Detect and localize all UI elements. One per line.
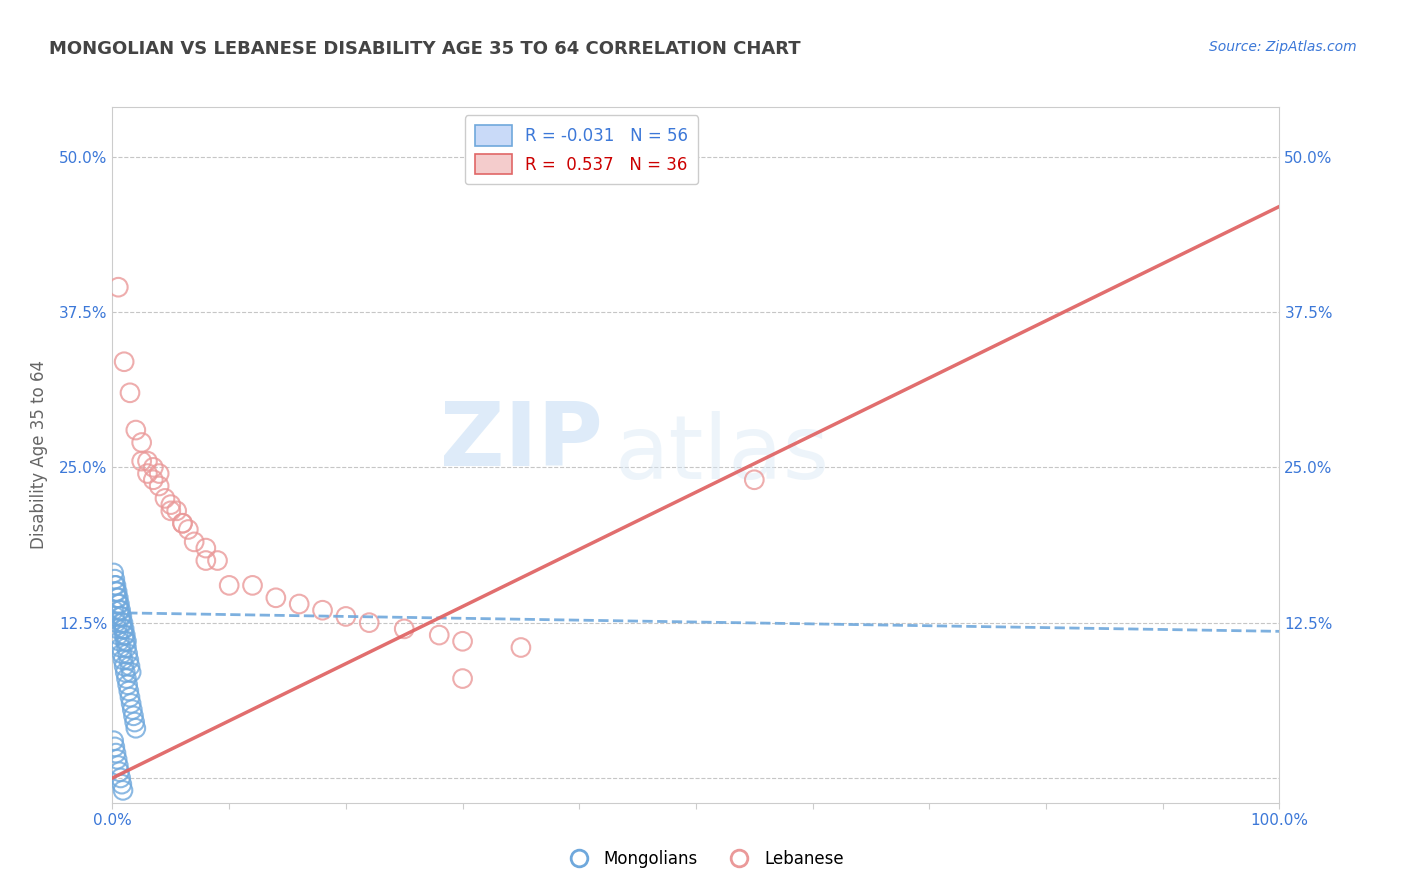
Point <box>288 597 311 611</box>
Point <box>122 708 145 723</box>
Point <box>160 504 183 518</box>
Point <box>111 615 134 630</box>
Point <box>115 640 138 655</box>
Point <box>242 578 264 592</box>
Point <box>114 634 136 648</box>
Point <box>120 697 142 711</box>
Point <box>118 385 141 400</box>
Point <box>111 783 134 797</box>
Point <box>118 690 141 705</box>
Point <box>104 572 127 586</box>
Point <box>105 622 128 636</box>
Point <box>160 498 183 512</box>
Point <box>112 355 135 369</box>
Point <box>105 591 128 605</box>
Legend: Mongolians, Lebanese: Mongolians, Lebanese <box>555 844 851 875</box>
Point <box>148 479 170 493</box>
Point <box>104 578 127 592</box>
Point <box>112 628 135 642</box>
Point <box>359 615 381 630</box>
Point <box>120 665 142 680</box>
Point <box>142 460 165 475</box>
Point <box>108 597 131 611</box>
Point <box>451 672 474 686</box>
Point <box>104 746 127 760</box>
Point <box>110 771 132 785</box>
Point <box>108 634 131 648</box>
Point <box>172 516 194 531</box>
Point <box>107 597 129 611</box>
Point <box>104 615 127 630</box>
Point <box>451 634 474 648</box>
Point <box>117 678 139 692</box>
Point <box>125 721 148 735</box>
Point <box>742 473 765 487</box>
Text: Source: ZipAtlas.com: Source: ZipAtlas.com <box>1209 40 1357 54</box>
Point <box>177 523 200 537</box>
Point <box>107 591 129 605</box>
Point <box>118 653 141 667</box>
Point <box>166 504 188 518</box>
Point <box>172 516 194 531</box>
Point <box>111 622 134 636</box>
Point <box>194 553 217 567</box>
Point <box>125 423 148 437</box>
Point <box>104 609 127 624</box>
Point <box>142 473 165 487</box>
Point <box>103 566 125 580</box>
Text: ZIP: ZIP <box>440 398 603 484</box>
Point <box>112 659 135 673</box>
Point <box>311 603 333 617</box>
Point <box>111 615 134 630</box>
Point <box>110 609 132 624</box>
Point <box>107 758 129 772</box>
Point <box>218 578 240 592</box>
Point <box>111 777 134 791</box>
Point <box>103 733 125 747</box>
Point <box>183 534 205 549</box>
Point <box>335 609 357 624</box>
Point <box>136 467 159 481</box>
Point <box>111 647 134 661</box>
Point <box>111 653 134 667</box>
Point <box>104 739 127 754</box>
Point <box>114 665 136 680</box>
Legend: R = -0.031   N = 56, R =  0.537   N = 36: R = -0.031 N = 56, R = 0.537 N = 36 <box>465 115 697 185</box>
Point <box>427 628 450 642</box>
Point <box>121 703 143 717</box>
Point <box>111 609 134 624</box>
Point <box>118 659 141 673</box>
Y-axis label: Disability Age 35 to 64: Disability Age 35 to 64 <box>30 360 48 549</box>
Point <box>107 628 129 642</box>
Point <box>207 553 229 567</box>
Text: atlas: atlas <box>614 411 830 499</box>
Point <box>115 634 138 648</box>
Point <box>105 752 128 766</box>
Point <box>104 578 127 592</box>
Point <box>148 467 170 481</box>
Point <box>509 640 531 655</box>
Point <box>105 584 128 599</box>
Point <box>194 541 217 555</box>
Point <box>117 647 139 661</box>
Point <box>136 454 159 468</box>
Text: MONGOLIAN VS LEBANESE DISABILITY AGE 35 TO 64 CORRELATION CHART: MONGOLIAN VS LEBANESE DISABILITY AGE 35 … <box>49 40 801 58</box>
Point <box>118 684 141 698</box>
Point <box>108 603 131 617</box>
Point <box>110 603 132 617</box>
Point <box>124 714 146 729</box>
Point <box>112 622 135 636</box>
Point <box>108 764 131 779</box>
Point <box>264 591 287 605</box>
Point <box>114 628 136 642</box>
Point <box>103 603 125 617</box>
Point <box>153 491 176 506</box>
Point <box>392 622 416 636</box>
Point <box>131 435 153 450</box>
Point <box>104 584 127 599</box>
Point <box>131 454 153 468</box>
Point <box>110 640 132 655</box>
Point <box>115 672 138 686</box>
Point <box>107 280 129 294</box>
